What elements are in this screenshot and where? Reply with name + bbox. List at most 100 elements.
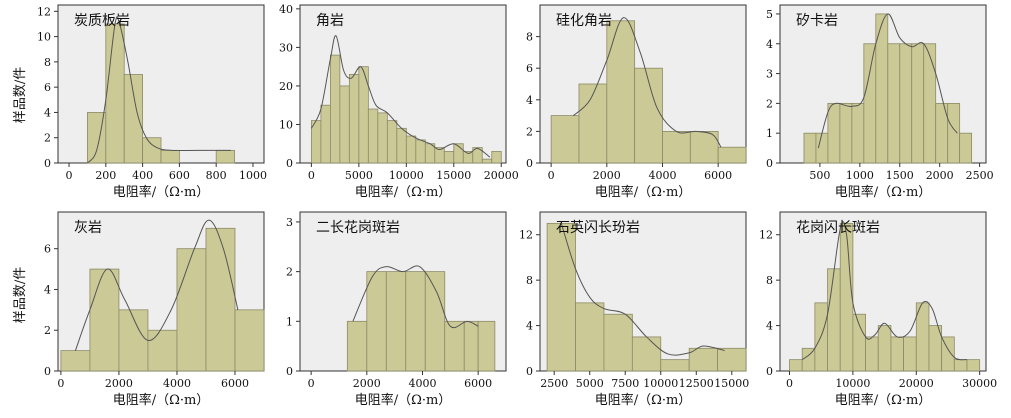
histogram-bar <box>966 359 981 372</box>
histogram-bar <box>147 329 178 372</box>
panel-title: 花岗闪长斑岩 <box>796 220 880 236</box>
y-tick-label: 2 <box>44 324 51 337</box>
y-axis-label-row2: 样品数/件 <box>13 267 28 323</box>
histogram-bar <box>923 43 937 164</box>
y-tick-label: 4 <box>766 38 773 51</box>
histogram-bar <box>385 271 407 372</box>
x-tick-label: 10000 <box>643 377 678 390</box>
histogram-bar <box>142 137 162 164</box>
histogram-bar <box>405 271 426 372</box>
histogram-bar <box>123 74 144 164</box>
histogram-bar <box>348 73 360 164</box>
histogram-bar <box>160 149 180 164</box>
x-tick-label: 12500 <box>679 377 714 390</box>
y-tick-label: 4 <box>526 94 533 107</box>
y-tick-label: 0 <box>526 365 533 378</box>
histogram-bar <box>789 359 803 372</box>
histogram-bar <box>851 102 865 164</box>
y-tick-label: 4 <box>44 106 51 119</box>
histogram-bar <box>215 149 235 164</box>
density-curve <box>310 35 491 158</box>
histogram-bar <box>887 43 901 164</box>
x-tick-label: 2000 <box>105 377 133 390</box>
histogram-bar <box>947 102 961 164</box>
x-tick-label: 6000 <box>704 169 732 182</box>
density-curve <box>817 13 958 149</box>
histogram-bar <box>688 347 718 372</box>
y-tick-label: 8 <box>526 31 533 44</box>
x-tick-label: 30000 <box>962 377 997 390</box>
density-curve <box>87 16 231 164</box>
x-tick-label: 1000 <box>846 169 874 182</box>
x-tick-label: 4000 <box>163 377 191 390</box>
x-tick-label: 15000 <box>714 377 749 390</box>
y-tick-label: 12 <box>759 229 773 242</box>
y-tick-label: 6 <box>44 243 51 256</box>
histogram-bar <box>234 309 265 372</box>
histogram-bar <box>839 102 853 164</box>
x-tick-label: 2500 <box>966 169 994 182</box>
histogram-bar <box>550 115 580 164</box>
histogram-bar <box>329 54 341 164</box>
x-axis-label: 电阻率/（Ω·m） <box>113 392 210 408</box>
panel-title: 二长花岗斑岩 <box>316 220 400 236</box>
y-tick-label: 8 <box>44 56 51 69</box>
x-tick-label: 6000 <box>464 377 492 390</box>
y-tick-label: 12 <box>519 229 533 242</box>
y-tick-label: 0 <box>526 157 533 170</box>
panel-title: 角岩 <box>316 13 344 29</box>
x-tick-label: 4000 <box>408 377 436 390</box>
x-axis-label: 电阻率/（Ω·m） <box>113 184 210 200</box>
x-tick-label: 0 <box>786 377 793 390</box>
histogram-bar <box>396 127 407 164</box>
histogram-bar <box>603 313 633 372</box>
x-axis-label: 电阻率/（Ω·m） <box>595 392 692 408</box>
histogram-bar <box>415 139 426 164</box>
histogram-panel: 2500 5000 7500 10000 12500 15000 0 4 8 12 石英闪长玢岩电阻… <box>519 211 749 408</box>
histogram-bar <box>205 227 236 372</box>
panel-title: 炭质板岩 <box>74 13 130 29</box>
histogram-bar <box>634 67 663 164</box>
histogram-bar <box>477 320 496 372</box>
y-tick-label: 30 <box>279 41 293 54</box>
x-tick-label: 2000 <box>593 169 621 182</box>
y-tick-label: 6 <box>44 81 51 94</box>
histogram-bar <box>827 102 841 164</box>
histogram-bar <box>463 320 479 372</box>
y-tick-label: 10 <box>279 118 293 131</box>
y-tick-label: 20 <box>279 80 293 93</box>
histogram-bar <box>890 336 905 372</box>
histogram-bar <box>660 359 690 372</box>
density-curve <box>801 221 968 361</box>
panel-title: 矽卡岩 <box>796 13 838 29</box>
x-tick-label: 7500 <box>611 377 639 390</box>
x-tick-label: 2000 <box>926 169 954 182</box>
histogram-bar <box>911 43 925 164</box>
x-tick-label: 5000 <box>576 377 604 390</box>
histogram-bar <box>877 325 892 372</box>
x-axis-label: 电阻率/（Ω·m） <box>835 184 932 200</box>
y-tick-label: 12 <box>37 5 51 18</box>
y-tick-label: 6 <box>526 62 533 75</box>
x-tick-label: 0 <box>308 377 315 390</box>
histogram-bar <box>339 85 350 164</box>
x-axis-label: 电阻率/（Ω·m） <box>835 392 932 408</box>
histogram-bar <box>346 320 368 372</box>
histogram-bar <box>941 336 955 372</box>
y-tick-label: 40 <box>279 3 293 16</box>
histogram-bar <box>491 151 502 164</box>
x-tick-label: 20000 <box>484 169 519 182</box>
histogram-bar <box>118 309 149 372</box>
density-curve <box>74 219 239 351</box>
histogram-bar <box>815 132 829 164</box>
panel-title: 石英闪长玢岩 <box>556 219 640 236</box>
x-tick-label: 0 <box>308 169 315 182</box>
y-tick-label: 0 <box>44 365 51 378</box>
x-tick-label: 10000 <box>389 169 424 182</box>
histogram-bar <box>60 350 91 372</box>
